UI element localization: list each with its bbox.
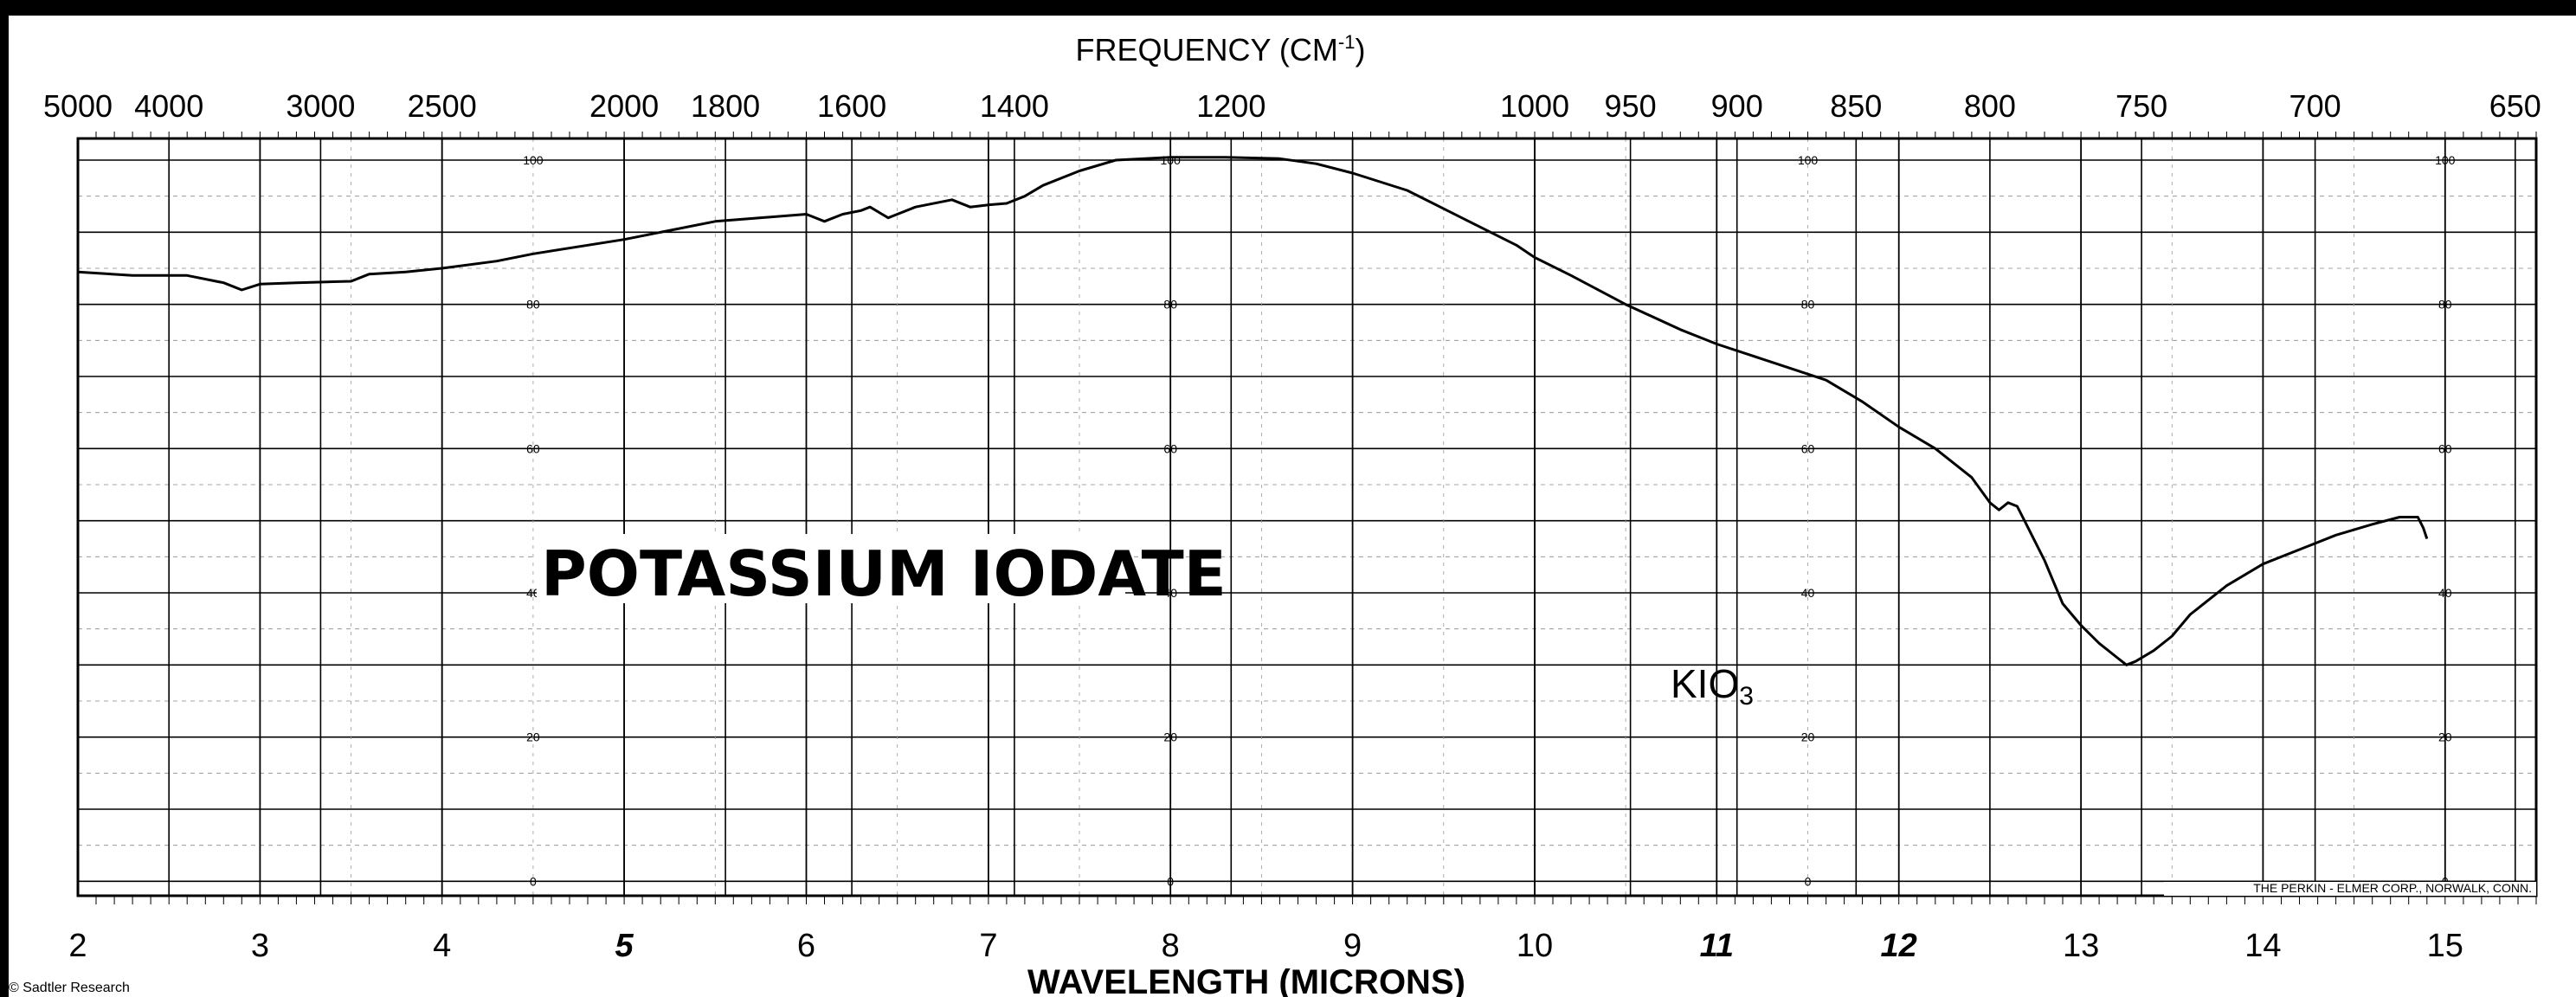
x-axis-label: WAVELENGTH (MICRONS)	[1027, 963, 1465, 997]
top-tick-label: 1600	[817, 88, 886, 124]
chemical-formula: KIO3	[1671, 661, 1754, 711]
spectrum-series-line	[77, 156, 2429, 666]
inner-y-label: 20	[1163, 730, 1177, 744]
title-background	[537, 534, 1125, 603]
top-tick-label: 900	[1711, 88, 1763, 124]
x-tick-label: 9	[1343, 928, 1362, 964]
top-tick-label: 2000	[589, 88, 659, 124]
inner-y-label: 80	[1801, 298, 1815, 312]
inner-y-label: 0	[1805, 874, 1812, 888]
inner-y-label: 60	[1163, 441, 1177, 455]
inner-y-label: 20	[2438, 730, 2452, 744]
inner-y-labels: 0 20 40 60 80 100 0 20 40 60 80 100 0 20 40 60 80 100 0 20 4…	[523, 153, 2455, 888]
x-tick-label: 7	[979, 928, 997, 964]
x-tick-label: 14	[2244, 928, 2281, 964]
inner-y-label: 0	[530, 874, 537, 888]
top-tick-label: 650	[2489, 88, 2541, 124]
inner-y-label: 40	[2438, 586, 2452, 600]
inner-y-label: 20	[526, 730, 540, 744]
top-tick-label: 950	[1605, 88, 1657, 124]
left-border-strip	[0, 16, 9, 997]
top-tick-label: 1800	[691, 88, 760, 124]
top-tick-label: 700	[2289, 88, 2341, 124]
copyright-note: © Sadtler Research	[9, 981, 130, 995]
x-tick-label: 3	[251, 928, 269, 964]
inner-y-label: 60	[2438, 441, 2452, 455]
chart-title: POTASSIUM IODATE	[541, 537, 1227, 610]
x-tick-label: 11	[1700, 928, 1734, 964]
publisher-background	[2164, 882, 2536, 896]
inner-y-label: 20	[1801, 730, 1815, 744]
inner-y-label: 60	[1801, 441, 1815, 455]
top-tick-label: 1200	[1196, 88, 1265, 124]
chemical-formula-subscript: 3	[1739, 682, 1754, 711]
top-axis-title-main: FREQUENCY (CM	[1076, 32, 1338, 68]
inner-y-label: 0	[1167, 874, 1174, 888]
bottom-tick-labels: 2 3 4 5 6 7 8 9 10 11 12 13 14 15	[68, 928, 2463, 964]
x-tick-label: 6	[797, 928, 815, 964]
top-border-bar	[0, 0, 2576, 16]
x-tick-label: 13	[2063, 928, 2099, 964]
x-tick-label: 8	[1162, 928, 1180, 964]
x-tick-label: 12	[1881, 928, 1917, 964]
inner-y-label: 80	[2438, 298, 2452, 312]
plot-frame	[76, 137, 2538, 897]
axis-ticks	[95, 132, 2537, 904]
top-axis-title-close: )	[1355, 32, 1365, 68]
publisher-credit: THE PERKIN - ELMER CORP., NORWALK, CONN.	[2253, 881, 2532, 895]
top-tick-label: 2500	[408, 88, 477, 124]
inner-y-label: 100	[523, 153, 544, 167]
chemical-formula-main: KIO	[1671, 661, 1739, 706]
x-tick-label: 10	[1517, 928, 1553, 964]
inner-y-label: 100	[2435, 153, 2456, 167]
top-axis-title: FREQUENCY (CM-1)	[1076, 31, 1366, 68]
x-tick-label: 5	[615, 928, 634, 964]
x-tick-label: 2	[68, 928, 87, 964]
top-tick-label: 5000	[43, 88, 113, 124]
top-tick-label: 800	[1964, 88, 2016, 124]
x-tick-label: 15	[2427, 928, 2463, 964]
inner-y-label: 60	[526, 441, 540, 455]
inner-y-label: 100	[1161, 153, 1182, 167]
top-tick-label: 3000	[286, 88, 355, 124]
inner-y-label: 100	[1798, 153, 1819, 167]
inner-y-label: 80	[1163, 298, 1177, 312]
inner-y-label: 40	[1163, 586, 1177, 600]
top-tick-label: 850	[1830, 88, 1882, 124]
chart-grid	[77, 138, 2536, 896]
top-tick-label: 1000	[1500, 88, 1569, 124]
inner-y-label: 40	[1801, 586, 1815, 600]
top-tick-label: 4000	[134, 88, 203, 124]
top-tick-label: 1400	[980, 88, 1049, 124]
inner-y-label: 0	[2442, 874, 2449, 888]
top-tick-labels: 5000 4000 3000 2500 2000 1800 1600 1400 1200 1000…	[43, 88, 2541, 124]
x-tick-label: 4	[433, 928, 451, 964]
top-axis-title-exponent: -1	[1338, 31, 1356, 53]
top-tick-label: 750	[2116, 88, 2167, 124]
inner-y-label: 40	[526, 586, 540, 600]
inner-y-label: 80	[526, 298, 540, 312]
